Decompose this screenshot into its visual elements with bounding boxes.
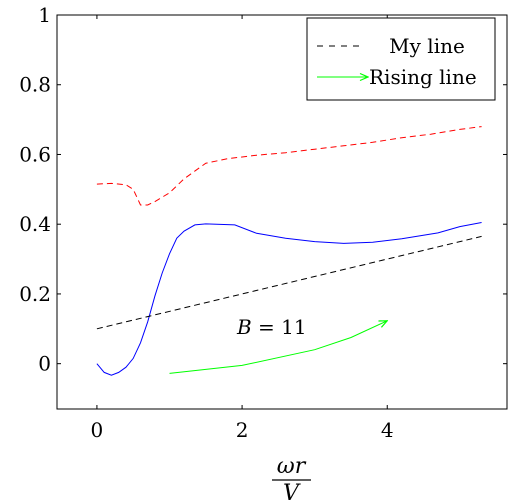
my-line-series — [96, 235, 482, 330]
y-tick-label: 0.4 — [19, 212, 51, 236]
y-tick-label: 0.2 — [19, 282, 51, 306]
x-axis-label-denominator: V — [283, 481, 301, 504]
annotation-value: = 11 — [252, 315, 307, 339]
x-tick-label: 0 — [91, 418, 104, 442]
annotation-variable: B — [236, 315, 252, 339]
plot-frame — [56, 14, 508, 410]
red-dashed-series — [96, 126, 482, 206]
annotation-label: B = 11 — [236, 315, 307, 339]
legend: My line Rising line — [306, 17, 496, 101]
y-tick-label: 0 — [38, 352, 51, 376]
legend-box — [306, 17, 496, 101]
y-tick-label: 1 — [38, 3, 51, 27]
blue-solid-series — [96, 222, 482, 376]
x-axis-label: ωr V — [272, 454, 311, 504]
y-tick-label: 0.6 — [19, 142, 51, 166]
x-tick-label: 2 — [236, 418, 249, 442]
legend-label-rising-line: Rising line — [369, 65, 477, 89]
plot-area — [96, 126, 482, 376]
rising-line-series — [169, 321, 388, 374]
x-tick-label: 4 — [381, 418, 394, 442]
legend-label-my-line: My line — [389, 34, 465, 58]
x-axis-label-numerator: ωr — [277, 454, 307, 479]
y-tick-label: 0.8 — [19, 73, 51, 97]
axis-ticks: 0 2 4 0 0.2 0.4 0.6 0.8 1 — [19, 3, 507, 442]
